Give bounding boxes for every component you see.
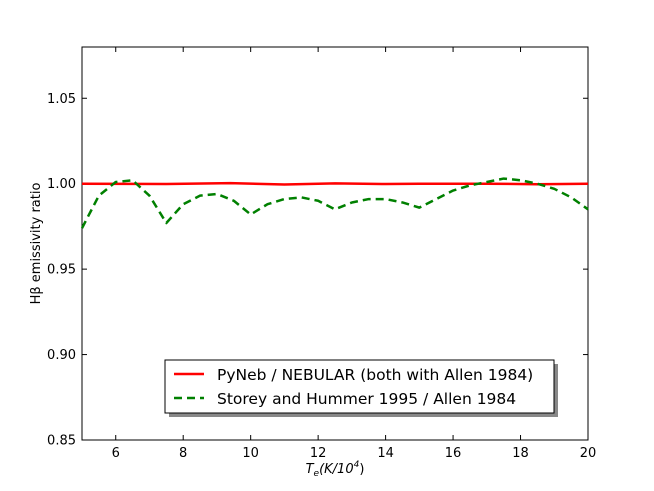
- x-tick-label: 8: [179, 446, 187, 461]
- y-tick-label: 1.00: [47, 177, 76, 192]
- x-tick-label: 6: [112, 446, 120, 461]
- x-tick-label: 18: [512, 446, 529, 461]
- y-tick-label: 0.90: [47, 348, 76, 363]
- series-line-storey: [80, 177, 589, 229]
- legend-label-pyneb: PyNeb / NEBULAR (both with Allen 1984): [217, 366, 533, 384]
- x-tick-label: 20: [580, 446, 597, 461]
- legend-box: [164, 359, 555, 414]
- y-axis-label: Hβ emissivity ratio: [29, 183, 44, 305]
- x-axis-label: Te(K/104): [306, 460, 365, 479]
- x-tick-label: 16: [445, 446, 462, 461]
- y-tick-label: 1.05: [47, 92, 76, 107]
- x-tick-label: 12: [310, 446, 327, 461]
- legend: PyNeb / NEBULAR (both with Allen 1984) S…: [164, 359, 558, 417]
- legend-label-storey: Storey and Hummer 1995 / Allen 1984: [217, 390, 516, 408]
- y-tick-label: 0.95: [47, 263, 76, 278]
- x-tick-label: 10: [242, 446, 259, 461]
- series-line-pyneb: [81, 181, 589, 186]
- y-tick-label: 0.85: [47, 434, 76, 449]
- x-tick-label: 14: [377, 446, 394, 461]
